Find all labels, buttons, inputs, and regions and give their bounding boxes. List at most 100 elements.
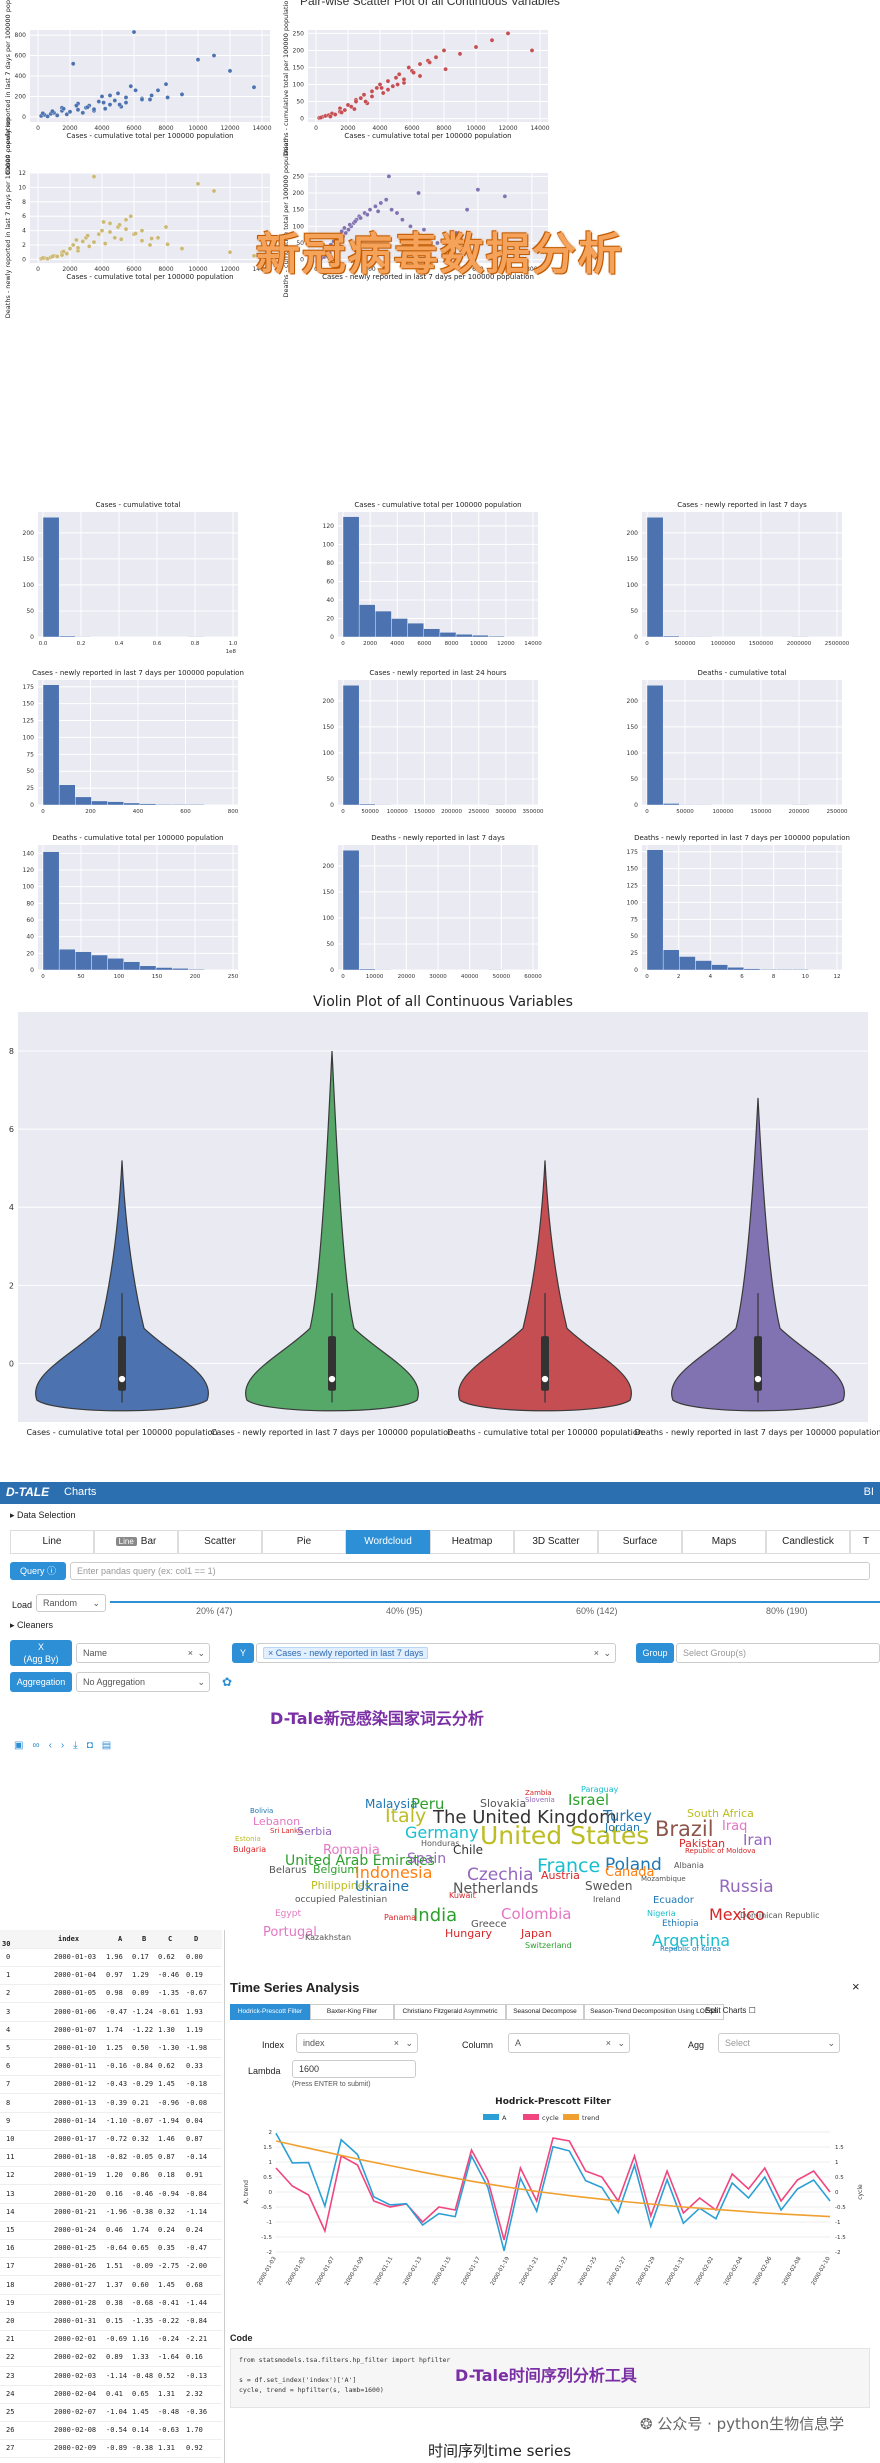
table-cell: -0.43 bbox=[106, 2080, 128, 2089]
code-icon[interactable]: ‹› bbox=[48, 1740, 74, 1751]
clear-icon[interactable]: × bbox=[605, 2038, 611, 2048]
column-select[interactable]: A × ⌄ bbox=[508, 2033, 630, 2053]
tab-surface[interactable]: Surface bbox=[598, 1530, 682, 1554]
link-icon[interactable]: ∞ bbox=[32, 1740, 49, 1751]
clear-icon[interactable]: × bbox=[393, 2038, 399, 2048]
histogram-panel bbox=[642, 512, 842, 637]
wordcloud-word: Slovenia bbox=[525, 1796, 555, 1804]
filter-tab[interactable]: Baxter-King Filter bbox=[310, 2004, 394, 2020]
export-icon[interactable]: ⤓ bbox=[73, 1740, 87, 1751]
grid-header-d[interactable]: D bbox=[194, 1935, 199, 1943]
document-icon[interactable]: ▤ bbox=[101, 1740, 121, 1751]
clear-icon[interactable]: × bbox=[593, 1648, 599, 1658]
wordcloud-word: occupied Palestinian bbox=[295, 1895, 388, 1905]
tab-maps[interactable]: Maps bbox=[682, 1530, 766, 1554]
y-axis-chip[interactable]: × Cases - newly reported in last 7 days bbox=[263, 1647, 429, 1659]
table-row[interactable]: 11 2000-01-18 -0.82 -0.05 0.87 -0.14 bbox=[0, 2148, 222, 2168]
y-tick-label: 0.5 bbox=[263, 2175, 272, 2181]
tab-line[interactable]: Line bbox=[10, 1530, 94, 1554]
table-row[interactable]: 21 2000-02-01 -0.69 1.16 -0.24 -2.21 bbox=[0, 2330, 222, 2350]
save-icon[interactable]: ▣ bbox=[14, 1740, 33, 1751]
wordcloud-word: Colombia bbox=[501, 1905, 572, 1923]
scatter-point bbox=[96, 231, 102, 237]
table-row[interactable]: 24 2000-02-04 0.41 0.65 1.31 2.32 bbox=[0, 2385, 222, 2404]
grid-header-index[interactable]: index bbox=[58, 1935, 80, 1943]
tab-scatter[interactable]: Scatter bbox=[178, 1530, 262, 1554]
index-select[interactable]: index × ⌄ bbox=[296, 2033, 418, 2053]
table-row[interactable]: 22 2000-02-02 0.89 1.33 -1.64 0.16 bbox=[0, 2348, 222, 2368]
data-selection-toggle[interactable]: ▸ Data Selection bbox=[10, 1510, 76, 1520]
tab-3d-scatter[interactable]: 3D Scatter bbox=[514, 1530, 598, 1554]
table-row[interactable]: 5 2000-01-10 1.25 0.50 -1.30 -1.98 bbox=[0, 2039, 222, 2058]
table-row[interactable]: 0 2000-01-03 1.96 0.17 0.62 0.00 bbox=[0, 1948, 222, 1967]
x-axis-select[interactable]: Name × ⌄ bbox=[76, 1643, 210, 1663]
x-tick-label: 100000 bbox=[387, 809, 408, 815]
filter-tab[interactable]: Seasonal Decompose bbox=[506, 2004, 584, 2020]
grid-header-c[interactable]: C bbox=[168, 1935, 173, 1943]
scatter-point bbox=[363, 99, 368, 104]
aggregation-select[interactable]: No Aggregation ⌄ bbox=[76, 1672, 210, 1692]
split-charts-toggle[interactable]: Split Charts ☐ bbox=[705, 2006, 756, 2015]
table-row[interactable]: 18 2000-01-27 1.37 0.60 1.45 0.68 bbox=[0, 2276, 222, 2295]
table-row[interactable]: 10 2000-01-17 -0.72 0.32 1.46 0.87 bbox=[0, 2130, 222, 2149]
table-row[interactable]: 15 2000-01-24 0.46 1.74 0.24 0.24 bbox=[0, 2221, 222, 2240]
table-row[interactable]: 27 2000-02-09 -0.89 -0.38 1.31 0.92 bbox=[0, 2439, 222, 2459]
table-row[interactable]: 13 2000-01-20 0.16 -0.46 -0.94 -0.84 bbox=[0, 2185, 222, 2204]
filter-tab[interactable]: Hodrick-Prescott Filter bbox=[230, 2004, 310, 2020]
table-cell: 3 bbox=[6, 2007, 11, 2016]
tab-candlestick[interactable]: Candlestick bbox=[766, 1530, 850, 1554]
table-row[interactable]: 25 2000-02-07 -1.04 1.45 -0.48 -0.36 bbox=[0, 2403, 222, 2422]
table-row[interactable]: 19 2000-01-28 0.38 -0.68 -0.41 -1.44 bbox=[0, 2294, 222, 2313]
tab-heatmap[interactable]: Heatmap bbox=[430, 1530, 514, 1554]
table-row[interactable]: 6 2000-01-11 -0.16 -0.84 0.62 0.33 bbox=[0, 2057, 222, 2077]
table-row[interactable]: 4 2000-01-07 1.74 -1.22 1.30 1.19 bbox=[0, 2021, 222, 2040]
load-slider-track[interactable] bbox=[110, 1601, 880, 1603]
wordcloud-word: Republic of Moldova bbox=[685, 1847, 756, 1855]
lambda-input[interactable]: 1600 bbox=[292, 2060, 416, 2078]
load-select[interactable]: Random ⌄ bbox=[36, 1594, 106, 1612]
table-row[interactable]: 23 2000-02-03 -1.14 -0.48 0.52 -0.13 bbox=[0, 2367, 222, 2386]
cleaners-toggle[interactable]: ▸ Cleaners bbox=[10, 1620, 54, 1630]
x-tick-label: 2000000 bbox=[787, 641, 812, 647]
table-row[interactable]: 1 2000-01-04 0.97 1.29 -0.46 0.19 bbox=[0, 1966, 222, 1986]
checkbox-icon[interactable]: ☐ bbox=[748, 2006, 756, 2015]
dtale-logo[interactable]: D-TALE bbox=[6, 1485, 50, 1499]
histogram-bar bbox=[42, 517, 60, 638]
table-row[interactable]: 17 2000-01-26 1.51 -0.09 -2.75 -2.00 bbox=[0, 2257, 222, 2277]
table-cell: 0.09 bbox=[132, 1989, 149, 1998]
tab-t[interactable]: T bbox=[850, 1530, 880, 1554]
table-row[interactable]: 7 2000-01-12 -0.43 -0.29 1.45 -0.18 bbox=[0, 2075, 222, 2095]
table-cell: 1.45 bbox=[158, 2080, 175, 2089]
table-row[interactable]: 16 2000-01-25 -0.64 0.65 0.35 -0.47 bbox=[0, 2239, 222, 2259]
table-row[interactable]: 20 2000-01-31 0.15 -1.35 -0.22 -0.84 bbox=[0, 2312, 222, 2331]
tab-bar[interactable]: Line Bar bbox=[94, 1530, 178, 1554]
filter-tab[interactable]: Season-Trend Decomposition Using LOESS bbox=[584, 2004, 724, 2020]
scatter-point bbox=[102, 241, 108, 246]
table-row[interactable]: 26 2000-02-08 -0.54 0.14 -0.63 1.70 bbox=[0, 2421, 222, 2441]
query-input[interactable]: Enter pandas query (ex: col1 == 1) bbox=[70, 1562, 870, 1580]
table-row[interactable]: 14 2000-01-21 -1.96 -0.38 0.32 -1.14 bbox=[0, 2203, 222, 2222]
close-icon[interactable]: × bbox=[852, 1979, 860, 1994]
filter-tab[interactable]: Christiano Fitzgerald Asymmetric bbox=[394, 2004, 506, 2020]
series-line bbox=[275, 2140, 831, 2218]
line-badge[interactable]: Line bbox=[115, 1537, 137, 1546]
tab-pie[interactable]: Pie bbox=[262, 1530, 346, 1554]
scatter-point bbox=[107, 102, 113, 107]
slider-mark: 60% (142) bbox=[576, 1606, 618, 1616]
agg-select[interactable]: Select ⌄ bbox=[718, 2033, 840, 2053]
clear-icon[interactable]: × bbox=[187, 1648, 193, 1658]
table-row[interactable]: 12 2000-01-19 1.20 0.86 0.18 0.91 bbox=[0, 2166, 222, 2186]
grid-header-b[interactable]: B bbox=[142, 1935, 147, 1943]
group-select[interactable]: Select Group(s) bbox=[676, 1643, 880, 1663]
table-row[interactable]: 2 2000-01-05 0.98 0.09 -1.35 -0.67 bbox=[0, 1984, 222, 2004]
wordcloud-word: India bbox=[413, 1905, 458, 1926]
table-row[interactable]: 3 2000-01-06 -0.47 -1.24 -0.61 1.93 bbox=[0, 2003, 222, 2022]
table-cell: 0.38 bbox=[106, 2298, 123, 2307]
tab-wordcloud[interactable]: Wordcloud bbox=[346, 1530, 430, 1554]
camera-icon[interactable]: ◘ bbox=[86, 1740, 102, 1751]
table-row[interactable]: 8 2000-01-13 -0.39 0.21 -0.96 -0.08 bbox=[0, 2094, 222, 2113]
table-row[interactable]: 9 2000-01-14 -1.10 -0.07 -1.94 0.04 bbox=[0, 2112, 222, 2131]
grid-header-a[interactable]: A bbox=[118, 1935, 123, 1943]
y-axis-select[interactable]: × Cases - newly reported in last 7 days … bbox=[256, 1643, 616, 1663]
settings-icon[interactable]: ✿ bbox=[222, 1675, 233, 1689]
